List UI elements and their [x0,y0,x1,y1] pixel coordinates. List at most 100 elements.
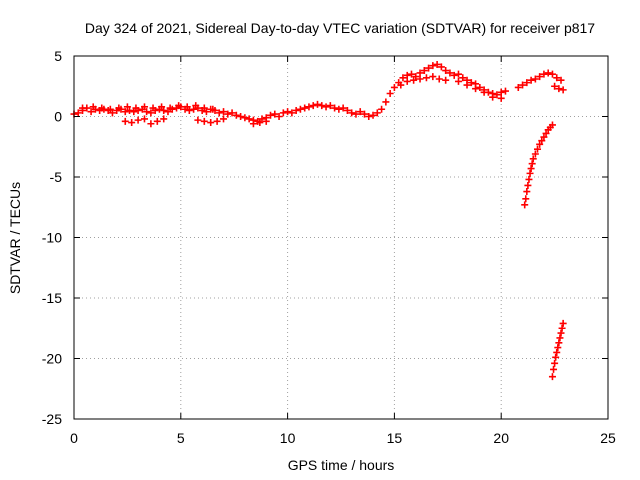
data-point [301,104,309,112]
data-point [446,69,454,77]
data-point [305,103,313,111]
data-point [559,86,567,94]
data-point [160,115,168,123]
data-point [279,109,287,117]
data-point [416,69,424,77]
data-point [454,77,462,85]
data-point [322,103,330,111]
data-point [521,201,529,209]
data-point [164,108,172,116]
data-point [256,119,264,127]
data-point [149,104,157,112]
data-point [397,81,405,89]
data-point [433,60,441,68]
data-point [554,344,562,352]
data-point [228,109,236,117]
data-point [378,105,386,113]
data-point [442,67,450,75]
data-point [531,75,539,83]
series-2 [79,102,217,113]
data-point [529,155,537,163]
data-point [489,93,497,101]
data-point [194,116,202,124]
data-point [548,70,556,78]
data-point [403,77,411,85]
x-tick-label: 5 [177,430,185,446]
data-point [373,109,381,117]
data-point [390,83,398,91]
data-point [527,165,535,173]
data-point [528,160,536,168]
data-point [429,73,437,81]
data-point [213,117,221,125]
data-point [288,109,296,117]
data-point [147,109,155,117]
y-tick-label: -15 [42,290,62,306]
data-point [459,74,467,82]
data-point [557,329,565,337]
y-tick-label: 0 [54,109,62,125]
data-point [540,133,548,141]
data-point [207,119,215,127]
data-point [352,110,360,118]
y-tick-label: -5 [50,169,63,185]
data-point [416,75,424,83]
data-point [147,120,155,128]
data-point [220,115,228,123]
data-point [386,90,394,98]
data-point [467,79,475,87]
data-point [140,115,148,123]
data-point [343,106,351,114]
data-point [166,104,174,112]
data-point [497,88,505,96]
data-point [192,102,200,110]
data-point [200,117,208,125]
data-point [89,103,97,111]
data-point [202,108,210,116]
data-point [267,111,275,119]
data-point [220,108,228,116]
series-6 [548,319,567,381]
data-point [556,334,564,342]
data-point [185,106,193,114]
data-point [476,83,484,91]
data-point [284,108,292,116]
x-tick-label: 10 [280,430,296,446]
data-point [551,359,559,367]
data-point [183,103,191,111]
data-point [237,113,245,120]
data-point [132,104,140,112]
data-point [501,87,509,95]
data-point [420,67,428,75]
y-tick-label: -25 [42,411,62,427]
data-point [158,103,166,111]
data-point [538,137,546,145]
data-point [526,169,534,177]
data-point [241,114,249,122]
data-point [309,102,317,110]
data-point [190,105,198,113]
data-point [558,324,566,332]
series-5 [521,121,556,209]
data-point [480,88,488,96]
x-axis-label: GPS time / hours [288,457,395,473]
data-point [232,111,240,119]
data-point [552,353,560,361]
data-point [548,373,556,381]
series-1 [70,60,565,125]
data-point [524,181,532,189]
data-point [126,106,134,114]
axis-ticks: 0 5 10 15 20 25 -25 -20 -15 -10 -5 0 5 [42,48,616,446]
data-point [271,110,279,118]
data-point [463,81,471,89]
data-point [108,109,116,117]
data-point [356,108,364,116]
data-point [318,102,326,110]
x-tick-label: 15 [387,430,403,446]
x-tick-label: 20 [493,430,509,446]
data-point [335,105,343,113]
data-point [262,117,270,125]
data-point [548,121,556,129]
data-point [134,116,142,124]
